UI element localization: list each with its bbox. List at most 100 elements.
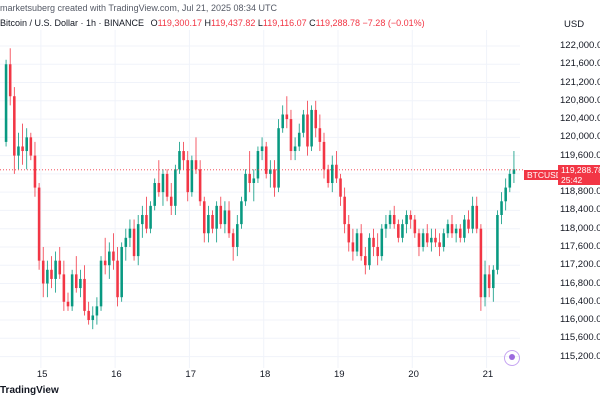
- candle-body: [508, 173, 512, 188]
- candle: [198, 160, 202, 206]
- price-tick-label: 122,000.00: [560, 39, 600, 51]
- currency-label[interactable]: USD: [564, 19, 585, 30]
- date-tick-label: 18: [259, 369, 271, 380]
- candle: [41, 246, 45, 298]
- candle-body: [417, 233, 421, 247]
- candle: [504, 178, 507, 211]
- candle: [202, 196, 206, 243]
- candle: [95, 297, 99, 325]
- candle-body: [401, 224, 404, 238]
- candle-body: [306, 114, 309, 147]
- candle: [492, 265, 495, 302]
- price-tick-label: 117,600.00: [560, 240, 600, 252]
- candle-body: [4, 64, 8, 142]
- candle-body: [252, 178, 256, 184]
- price-tick-label: 116,000.00: [560, 314, 600, 326]
- candle-body: [87, 310, 90, 321]
- candle-body: [297, 132, 301, 147]
- candle: [4, 59, 8, 147]
- candle-body: [322, 141, 326, 170]
- scroll-to-realtime-icon[interactable]: [504, 350, 520, 366]
- candle: [322, 132, 326, 179]
- candle: [223, 201, 227, 234]
- candle: [116, 246, 119, 307]
- candle-body: [351, 242, 355, 252]
- candle: [384, 214, 388, 238]
- candle: [306, 100, 309, 156]
- candle: [277, 119, 280, 193]
- candle: [207, 205, 210, 243]
- candle: [153, 178, 156, 211]
- candle-body: [463, 219, 466, 238]
- candle-body: [145, 214, 148, 229]
- price-tick-label: 115,200.00: [560, 350, 600, 362]
- candle: [512, 151, 516, 184]
- candle: [236, 214, 239, 257]
- symbol-legend[interactable]: Bitcoin / U.S. Dollar · 1h · BINANCE O11…: [0, 18, 425, 28]
- candle-body: [425, 233, 429, 243]
- candle-body: [236, 224, 239, 247]
- candle: [54, 251, 57, 293]
- candle-body: [256, 151, 260, 179]
- candle-body: [95, 306, 99, 316]
- ohlc-change: −7.28 (−0.01%): [362, 18, 425, 28]
- candle-body: [136, 224, 140, 257]
- candle-body: [397, 224, 400, 238]
- candle-body: [227, 210, 231, 234]
- candle: [231, 228, 235, 261]
- candle-body: [454, 228, 458, 234]
- date-tick-label: 20: [408, 369, 419, 380]
- candle-body: [355, 233, 359, 252]
- candle: [401, 219, 404, 243]
- candle: [376, 233, 379, 266]
- candle-body: [70, 274, 74, 307]
- candle-body: [116, 260, 119, 298]
- price-tick-label: 120,800.00: [560, 94, 600, 106]
- date-tick-label: 17: [185, 369, 196, 380]
- last-price-symbol-badge: BTCUSD: [524, 165, 565, 183]
- candle: [219, 196, 223, 229]
- tradingview-logo[interactable]: TradingView: [0, 385, 59, 396]
- candle-body: [62, 274, 66, 302]
- candle: [136, 214, 140, 266]
- last-price-badge: 119,288.78 25:42: [558, 164, 600, 185]
- price-tick-label: 120,000.00: [560, 131, 600, 143]
- price-tick-label: 118,000.00: [560, 222, 600, 234]
- candle: [355, 228, 359, 257]
- candle-body: [326, 169, 330, 184]
- candle: [33, 141, 37, 197]
- candle-body: [91, 315, 95, 321]
- candle-body: [405, 214, 408, 225]
- candle-body: [359, 233, 363, 257]
- candle: [91, 306, 95, 330]
- candle: [417, 228, 421, 257]
- candle: [211, 210, 214, 234]
- candle-body: [293, 146, 297, 152]
- candle-body: [108, 251, 111, 266]
- candle: [194, 137, 198, 174]
- price-tick-label: 118,800.00: [560, 186, 600, 198]
- date-tick-label: 16: [111, 369, 122, 380]
- candle: [302, 109, 305, 138]
- candle: [454, 224, 458, 243]
- candle: [227, 201, 231, 238]
- candle-body: [219, 205, 223, 225]
- price-tick-label: 121,200.00: [560, 76, 600, 88]
- candle-body: [29, 137, 33, 156]
- candle: [430, 228, 433, 252]
- candle-body: [289, 119, 293, 152]
- candle-body: [202, 201, 206, 234]
- candle-body: [132, 228, 136, 257]
- date-tick-label: 15: [36, 369, 48, 380]
- candle-body: [244, 173, 247, 202]
- candle: [62, 260, 66, 311]
- candle: [380, 224, 384, 261]
- candle-body: [165, 173, 169, 197]
- candle-body: [207, 214, 210, 234]
- candle: [25, 128, 28, 170]
- candle: [215, 201, 218, 243]
- candle: [83, 265, 86, 316]
- candle: [496, 210, 499, 275]
- candle: [297, 123, 301, 152]
